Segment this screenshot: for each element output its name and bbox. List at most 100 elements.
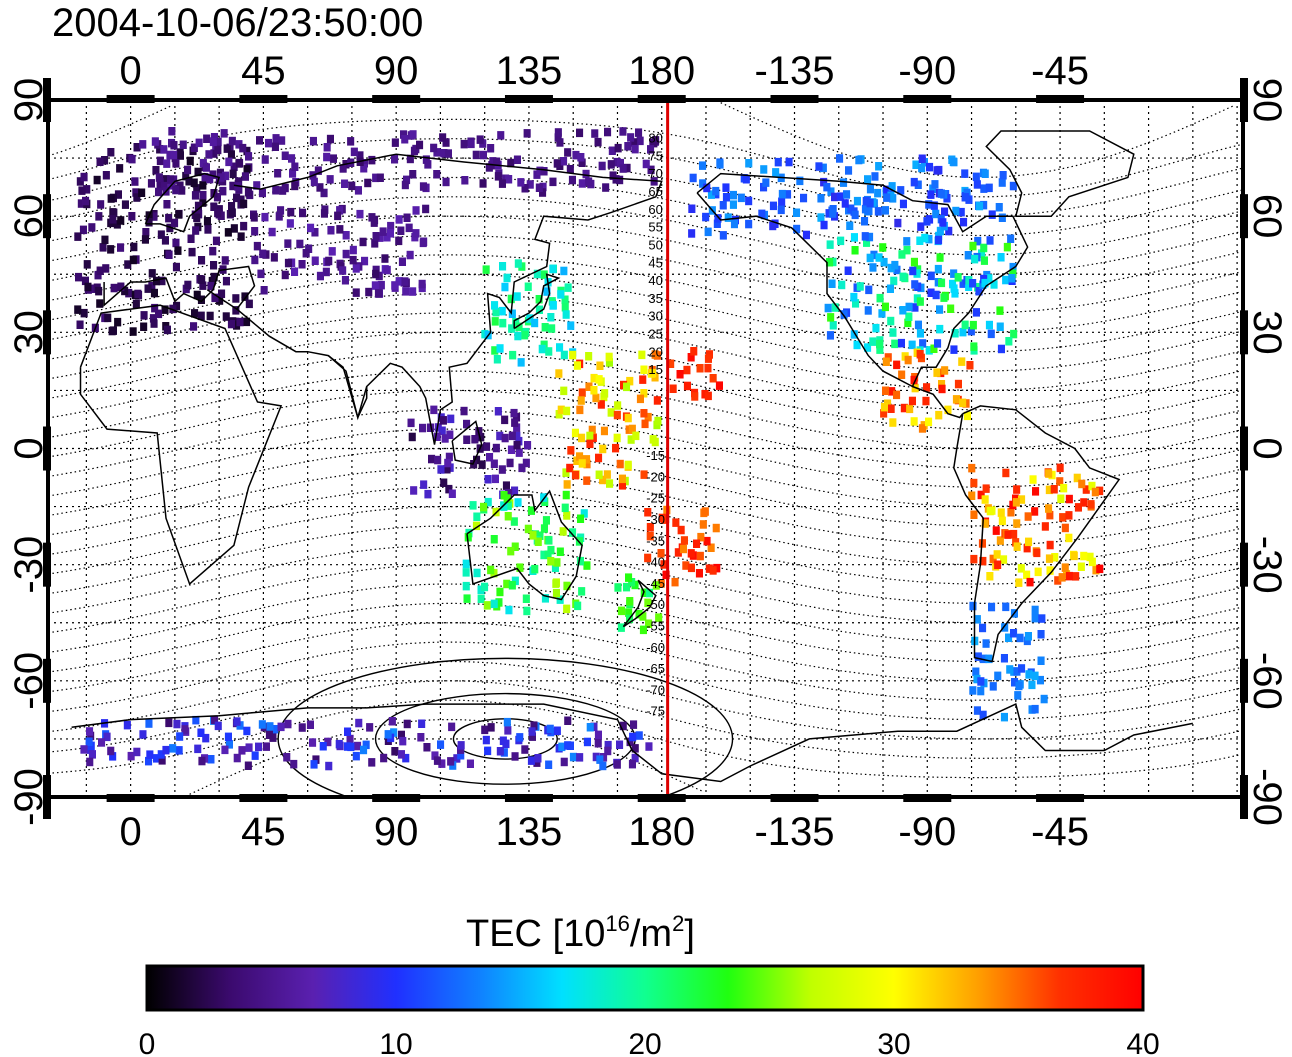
tec-cell xyxy=(406,250,414,260)
tec-cell xyxy=(507,158,515,168)
tec-cell xyxy=(173,301,181,311)
tec-cell xyxy=(1009,262,1017,272)
tec-cell xyxy=(352,751,360,761)
tec-cell xyxy=(344,727,352,736)
tec-cell xyxy=(289,169,297,178)
tec-cell xyxy=(505,488,513,498)
tec-cell xyxy=(163,325,171,335)
tec-cell xyxy=(470,460,478,469)
tec-cell xyxy=(438,426,446,435)
tec-cell xyxy=(618,474,626,484)
tec-cell xyxy=(511,418,519,427)
mlat-contour xyxy=(48,660,1243,740)
tec-cell xyxy=(224,228,232,237)
mlat-contour xyxy=(48,312,1243,391)
tec-cell xyxy=(391,155,399,164)
tec-cell xyxy=(1037,656,1045,665)
mlat-label: 40 xyxy=(648,273,662,288)
tec-cell xyxy=(335,739,343,749)
tec-cell xyxy=(121,286,129,296)
tec-cell xyxy=(592,393,600,403)
tec-cell xyxy=(534,754,542,763)
tec-cell xyxy=(176,181,184,190)
tec-cell xyxy=(184,280,192,290)
tec-cell xyxy=(980,243,988,253)
tec-cell xyxy=(624,142,632,151)
tec-cell xyxy=(963,188,971,198)
tec-cell xyxy=(322,267,330,277)
tec-cell xyxy=(433,148,441,157)
tec-cell xyxy=(233,753,241,763)
tec-cell xyxy=(961,169,969,178)
frame-tick-top xyxy=(637,95,686,103)
tec-cell xyxy=(1065,533,1073,543)
tec-cell xyxy=(163,159,171,168)
tec-cell xyxy=(1088,481,1096,491)
tec-cell xyxy=(578,459,586,468)
tec-cell xyxy=(533,269,541,279)
tec-cell xyxy=(521,330,529,340)
tec-cell xyxy=(742,175,750,184)
tec-cell xyxy=(729,200,737,209)
tec-cell xyxy=(218,289,226,298)
tec-cell xyxy=(846,221,854,230)
colorbar-tick-label: 30 xyxy=(877,1028,910,1057)
tec-cell xyxy=(910,375,918,385)
tec-cell xyxy=(1092,565,1100,575)
tec-cell xyxy=(511,752,519,761)
tec-cell xyxy=(494,172,502,181)
tec-cell xyxy=(545,760,553,769)
tec-cell xyxy=(632,431,640,441)
tec-cell xyxy=(574,601,582,611)
tec-cell xyxy=(1056,463,1064,473)
tec-cell xyxy=(217,211,225,220)
tec-cell xyxy=(595,470,603,479)
tec-cell xyxy=(722,183,730,192)
tec-cell xyxy=(1080,498,1088,507)
latitude-tick-label: 90 xyxy=(1245,78,1289,123)
tec-cell xyxy=(1023,636,1031,646)
colorbar-tick-label: 0 xyxy=(139,1028,156,1057)
tec-cell xyxy=(701,507,709,516)
latitude-tick-label: -90 xyxy=(7,768,51,826)
tec-cell xyxy=(466,759,474,768)
tec-cell xyxy=(510,408,518,418)
tec-cell xyxy=(279,186,287,195)
tec-cell xyxy=(647,145,655,154)
tec-cell xyxy=(123,720,131,730)
tec-cell xyxy=(214,145,222,155)
tec-cell xyxy=(483,442,491,451)
tec-cell xyxy=(646,531,654,541)
frame-tick-bottom xyxy=(504,794,553,802)
longitude-tick-label: 180 xyxy=(628,810,695,854)
tec-cell xyxy=(547,313,555,322)
tec-cell xyxy=(139,140,147,149)
tec-cell xyxy=(981,495,989,504)
tec-cell xyxy=(460,139,468,149)
tec-cell xyxy=(522,594,530,603)
tec-cell xyxy=(985,274,993,283)
tec-cell xyxy=(109,752,117,761)
latitude-tick-label: -60 xyxy=(7,652,51,710)
tec-cell xyxy=(563,511,571,520)
tec-cell xyxy=(1040,694,1048,704)
tec-cell xyxy=(1016,633,1024,643)
tec-cell xyxy=(376,173,384,182)
tec-cell xyxy=(967,326,975,336)
tec-cell xyxy=(952,206,960,216)
tec-cell xyxy=(184,165,192,175)
tec-cell xyxy=(1017,564,1025,573)
tec-cell xyxy=(602,183,610,192)
longitude-tick-label: -45 xyxy=(1031,810,1089,854)
tec-cell xyxy=(307,223,315,233)
tec-cell xyxy=(971,254,979,264)
tec-cell xyxy=(870,250,878,260)
tec-cell xyxy=(78,186,86,195)
tec-cell xyxy=(399,736,407,746)
tec-cell xyxy=(127,751,135,761)
tec-cell xyxy=(938,278,946,288)
tec-cell xyxy=(558,742,566,752)
tec-cell xyxy=(703,536,711,546)
tec-cell xyxy=(240,199,248,209)
tec-cell xyxy=(560,157,568,166)
